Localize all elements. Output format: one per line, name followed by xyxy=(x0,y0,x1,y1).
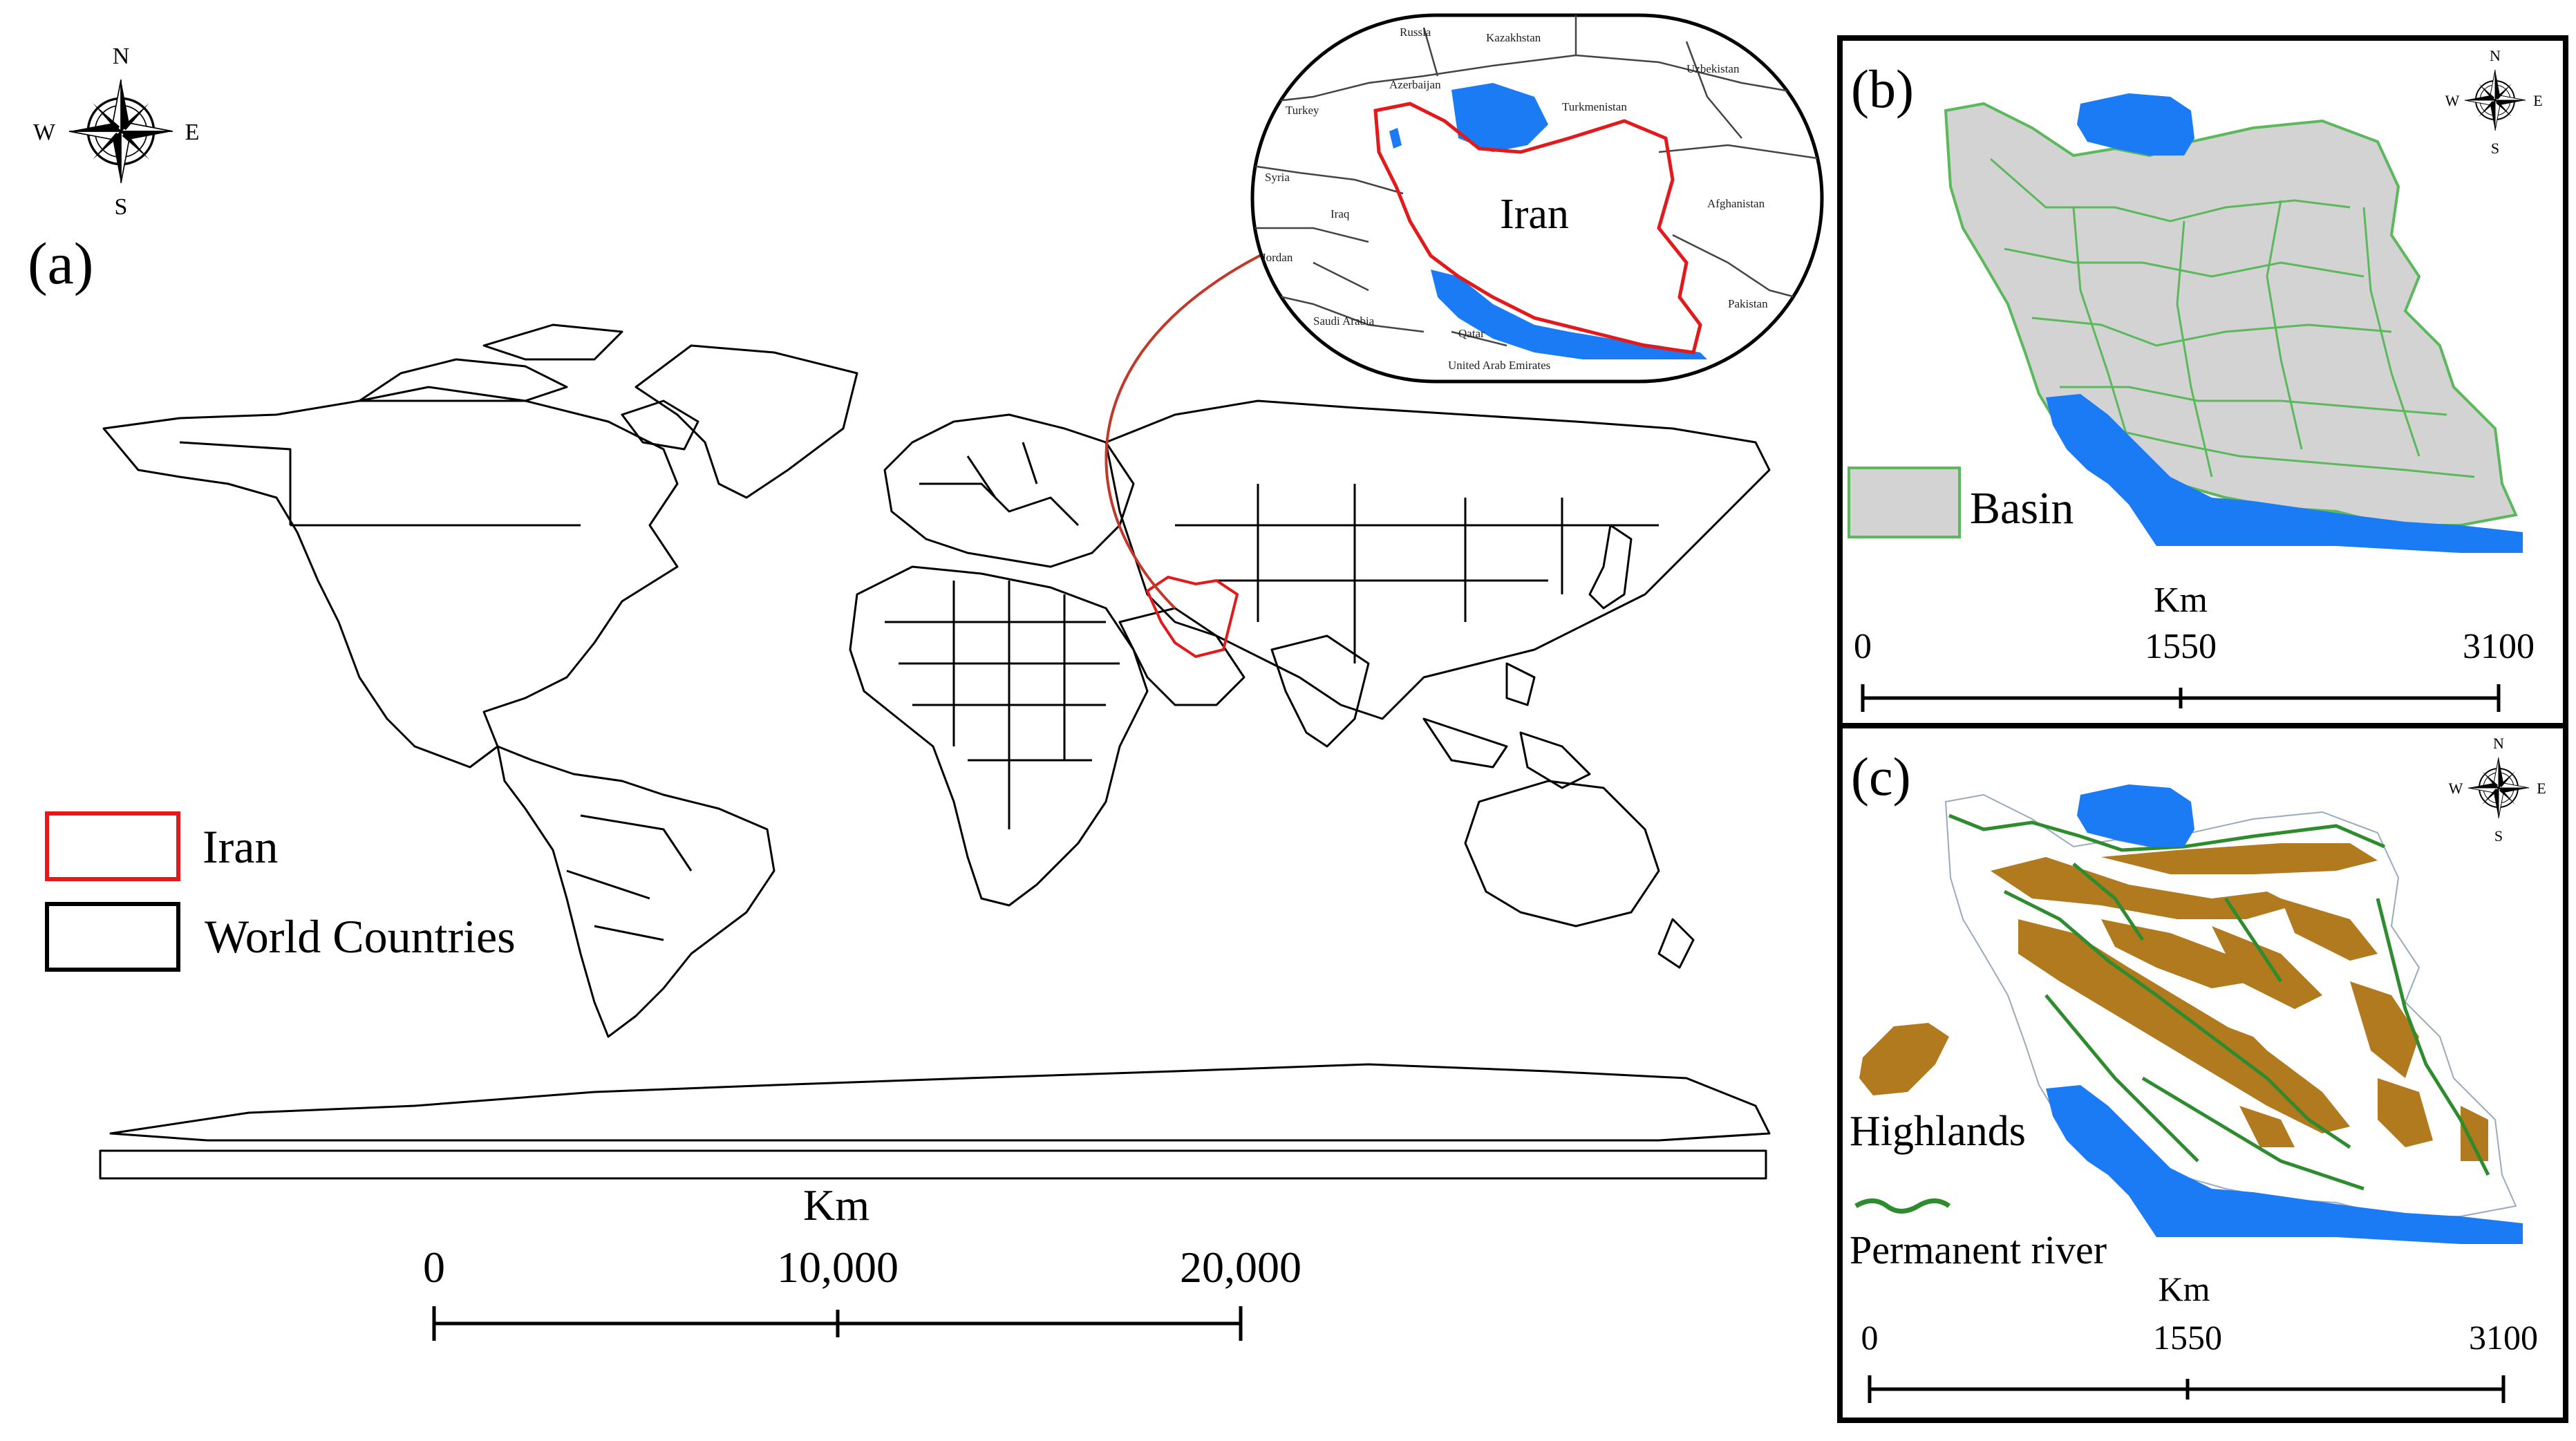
scale-tick-b-1: 1550 xyxy=(2145,627,2217,666)
panel-label-a: (a) xyxy=(28,230,93,296)
compass-n-label: N xyxy=(113,44,130,69)
inset-label-uzbekistan: Uzbekistan xyxy=(1686,62,1740,75)
inset-label-azerbaijan: Azerbaijan xyxy=(1389,78,1441,91)
iran-world-highlight xyxy=(1145,575,1239,659)
legend-world-label: World Countries xyxy=(205,910,516,963)
north-america-outline xyxy=(102,386,679,769)
legend-panel-c: Highlands Permanent river xyxy=(1850,1023,2107,1272)
australia-outline xyxy=(1464,780,1660,927)
caspian-sea-c xyxy=(2077,784,2194,847)
scale-bar-b: Km 0 1550 3100 xyxy=(1854,581,2535,712)
iran-basin-map xyxy=(1944,93,2523,553)
inset-label-saudi-arabia: Saudi Arabia xyxy=(1313,314,1375,328)
iran-highlands-map xyxy=(1944,784,2523,1244)
scale-unit-c: Km xyxy=(2159,1270,2210,1308)
legend-basin-swatch xyxy=(1848,467,1961,538)
scale-bar-a: Km 0 10,000 20,000 xyxy=(423,1180,1301,1341)
legend-iran-swatch xyxy=(45,811,180,881)
arabia-outline xyxy=(1118,607,1245,706)
scale-tick-a-2: 20,000 xyxy=(1180,1243,1301,1292)
lake-urmia xyxy=(1389,128,1402,149)
compass-b-s: S xyxy=(2491,140,2499,157)
world-countries-map xyxy=(99,323,1771,1180)
inset-label-turkey: Turkey xyxy=(1286,104,1319,117)
inset-label-uae: United Arab Emirates xyxy=(1448,359,1550,372)
compass-c-w: W xyxy=(2449,780,2463,797)
legend-highlands-swatch xyxy=(1859,1023,1949,1095)
iran-inset-outline xyxy=(1373,102,1702,355)
scale-tick-c-0: 0 xyxy=(1861,1318,1879,1357)
legend-highlands-label: Highlands xyxy=(1850,1108,2026,1155)
scale-tick-c-2: 3100 xyxy=(2469,1318,2538,1357)
scale-tick-b-0: 0 xyxy=(1854,627,1872,666)
persian-gulf-c xyxy=(2046,1085,2523,1244)
caspian-sea-b xyxy=(2077,93,2194,156)
compass-c-n: N xyxy=(2493,735,2504,752)
asia-outline xyxy=(1104,399,1771,720)
scale-unit-b: Km xyxy=(2154,581,2208,620)
scale-tick-c-1: 1550 xyxy=(2153,1318,2222,1357)
scale-tick-a-1: 10,000 xyxy=(777,1243,899,1292)
compass-c-e: E xyxy=(2537,780,2546,797)
compass-s-label: S xyxy=(115,194,128,220)
legend-world-swatch xyxy=(45,902,180,972)
inset-label-turkmenistan: Turkmenistan xyxy=(1562,100,1627,113)
inset-label-kazakhstan: Kazakhstan xyxy=(1486,31,1541,44)
caspian-sea xyxy=(1451,83,1548,152)
legend-panel-b: Basin xyxy=(1848,467,2074,538)
scale-tick-a-0: 0 xyxy=(423,1243,445,1292)
south-america-outline xyxy=(496,745,775,1038)
legend-iran-label: Iran xyxy=(203,820,278,873)
arctic-islands-outline xyxy=(358,358,568,402)
panel-b: (b) N S E W Basin Km 0 1550 3100 xyxy=(1837,35,2568,728)
compass-b-w: W xyxy=(2445,92,2460,109)
legend-river-label: Permanent river xyxy=(1850,1227,2107,1272)
inset-label-iraq: Iraq xyxy=(1331,207,1350,220)
inset-label-afghanistan: Afghanistan xyxy=(1707,197,1765,210)
compass-c-s: S xyxy=(2494,827,2503,845)
compass-w-label: W xyxy=(33,120,56,145)
inset-label-jordan: Jordan xyxy=(1261,251,1293,264)
panel-label-c: (c) xyxy=(1851,746,1911,807)
scale-unit-a: Km xyxy=(803,1180,869,1230)
persian-gulf-inset xyxy=(1431,270,1707,359)
inset-label-syria: Syria xyxy=(1265,171,1290,184)
compass-b-e: E xyxy=(2533,92,2542,109)
panel-label-b: (b) xyxy=(1851,59,1914,119)
compass-b-n: N xyxy=(2490,47,2501,64)
europe-outline xyxy=(883,413,1135,568)
persian-gulf-b xyxy=(2046,394,2523,553)
india-outline xyxy=(1270,634,1370,748)
antarctica-outline xyxy=(109,1063,1771,1142)
inset-label-qatar: Qatar xyxy=(1458,327,1485,340)
inset-label-russia: Russia xyxy=(1400,26,1431,39)
legend-river-swatch xyxy=(1854,1198,1951,1214)
panel-a: N S E W (a) xyxy=(28,13,1824,1341)
panel-c: (c) N S E W xyxy=(1837,723,2568,1423)
compass-e-label: E xyxy=(185,120,200,145)
legend-basin-label: Basin xyxy=(1970,483,2074,534)
inset-iran-label: Iran xyxy=(1500,191,1569,238)
legend-panel-a: Iran World Countries xyxy=(45,811,516,972)
inset-label-pakistan: Pakistan xyxy=(1728,297,1768,310)
africa-outline xyxy=(849,565,1149,907)
scale-tick-b-2: 3100 xyxy=(2463,627,2535,666)
iran-inset-map: Iran Russia Kazakhstan Uzbekistan Azerba… xyxy=(1250,13,1824,384)
greenland-outline xyxy=(634,344,858,499)
compass-rose-icon xyxy=(68,78,174,185)
scale-bar-c: Km 0 1550 3100 xyxy=(1861,1270,2538,1403)
